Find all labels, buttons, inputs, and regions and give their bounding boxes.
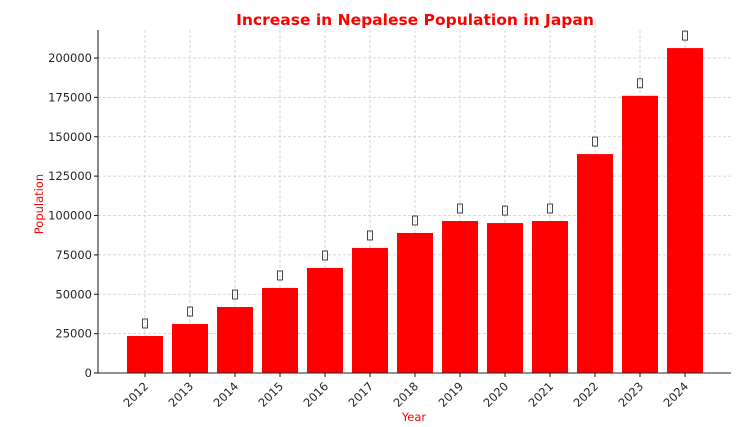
bar-label-2021 [547, 203, 553, 214]
y-tick-label: 75000 [55, 248, 92, 262]
bar-2016 [307, 267, 343, 373]
x-tick-label: 2013 [166, 379, 197, 410]
bar-label-2014 [232, 289, 238, 300]
bar-label-2020 [502, 205, 508, 216]
x-tick-label: 2015 [256, 379, 287, 410]
x-axis-label: Year [401, 410, 427, 424]
bar-2018 [397, 232, 433, 373]
bar-labels [142, 30, 688, 329]
x-axis-ticks: 2012 2013 2014 2015 2016 2017 2018 2019 2020 2021… [121, 373, 692, 410]
bar-2020 [487, 223, 523, 373]
bar-2022 [577, 154, 613, 373]
bar-2023 [622, 95, 658, 374]
x-tick-label: 2022 [571, 379, 602, 410]
bar-label-2019 [457, 203, 463, 214]
y-tick-label: 125000 [48, 169, 92, 183]
bar-2013 [172, 324, 208, 373]
y-tick-label: 150000 [48, 130, 92, 144]
x-tick-label: 2021 [526, 379, 557, 410]
bar-2019 [442, 221, 478, 373]
bar-label-2012 [142, 318, 148, 329]
y-tick-label: 100000 [48, 209, 92, 223]
bar-label-2015 [277, 270, 283, 281]
bar-2014 [217, 307, 253, 373]
y-tick-label: 50000 [55, 287, 92, 301]
y-tick-label: 25000 [55, 327, 92, 341]
bar-label-2018 [412, 215, 418, 226]
y-axis-label: Population [32, 174, 46, 234]
bar-2021 [532, 221, 568, 373]
bar-2012 [127, 335, 163, 373]
bar-label-2017 [367, 230, 373, 241]
x-tick-label: 2020 [481, 379, 512, 410]
bars [127, 48, 703, 374]
x-tick-label: 2014 [211, 379, 242, 410]
x-tick-label: 2018 [391, 379, 422, 410]
bar-2017 [352, 247, 388, 373]
bar-label-2024 [682, 30, 688, 41]
bar-2024 [667, 48, 703, 373]
y-tick-label: 0 [85, 366, 92, 380]
bar-label-2022 [592, 136, 598, 147]
bar-label-2023 [637, 78, 643, 89]
y-axis-ticks: 0 25000 50000 75000 100000 125000 150000 175000… [48, 51, 98, 380]
x-tick-label: 2016 [301, 379, 332, 410]
bar-label-2016 [322, 250, 328, 261]
x-tick-label: 2012 [121, 379, 152, 410]
bar-2015 [262, 287, 298, 373]
bar-label-2013 [187, 306, 193, 317]
x-tick-label: 2019 [436, 379, 467, 410]
x-tick-label: 2024 [661, 379, 692, 410]
chart-title: Increase in Nepalese Population in Japan [236, 11, 594, 29]
x-tick-label: 2017 [346, 379, 377, 410]
x-tick-label: 2023 [616, 379, 647, 410]
y-tick-label: 175000 [48, 90, 92, 104]
y-tick-label: 200000 [48, 51, 92, 65]
